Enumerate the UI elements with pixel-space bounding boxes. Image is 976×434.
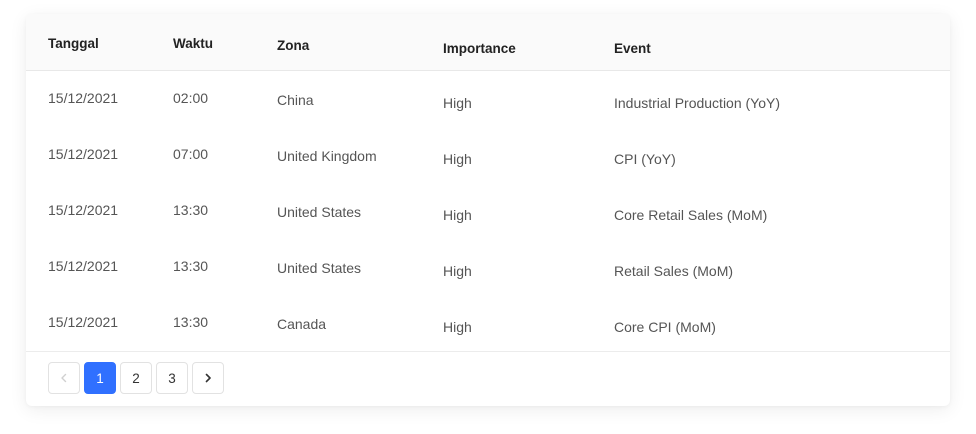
page-button-3[interactable]: 3 [156,362,188,394]
cell-event: Retail Sales (MoM) [614,263,734,279]
column-header-waktu[interactable]: Waktu [173,36,213,51]
cell-time: 07:00 [173,146,209,162]
prev-page-button[interactable] [48,362,80,394]
cell-event: Industrial Production (YoY) [614,95,781,111]
table-row[interactable]: 15/12/2021 13:30 United States High Reta… [26,239,950,296]
cell-importance: High [443,207,472,223]
cell-importance: High [443,151,472,167]
cell-event: CPI (YoY) [614,151,676,167]
cell-zone: China [277,92,314,108]
table-row[interactable]: 15/12/2021 13:30 Canada High Core CPI (M… [26,295,950,352]
cell-date: 15/12/2021 [48,90,119,106]
cell-date: 15/12/2021 [48,258,119,274]
cell-zone: United States [277,204,362,220]
table-row[interactable]: 15/12/2021 13:30 United States High Core… [26,183,950,240]
chevron-left-icon [61,373,67,383]
cell-time: 13:30 [173,314,209,330]
cell-event: Core Retail Sales (MoM) [614,207,768,223]
page-button-1[interactable]: 1 [84,362,116,394]
column-header-importance[interactable]: Importance [443,41,516,56]
next-page-button[interactable] [192,362,224,394]
cell-date: 15/12/2021 [48,202,119,218]
cell-time: 13:30 [173,258,209,274]
cell-event: Core CPI (MoM) [614,319,716,335]
cell-importance: High [443,95,472,111]
cell-zone: Canada [277,316,327,332]
cell-time: 02:00 [173,90,209,106]
page-button-2[interactable]: 2 [120,362,152,394]
table-row[interactable]: 15/12/2021 02:00 China High Industrial P… [26,71,950,128]
cell-time: 13:30 [173,202,209,218]
cell-zone: United Kingdom [277,148,377,164]
column-header-zona[interactable]: Zona [277,38,310,53]
column-header-tanggal[interactable]: Tanggal [48,36,99,51]
cell-zone: United States [277,260,362,276]
cell-date: 15/12/2021 [48,146,119,162]
cell-importance: High [443,263,472,279]
cell-importance: High [443,319,472,335]
table-header: Tanggal Waktu Zona Importance Event [26,14,950,71]
column-header-event[interactable]: Event [614,41,651,56]
table-row[interactable]: 15/12/2021 07:00 United Kingdom High CPI… [26,127,950,184]
cell-date: 15/12/2021 [48,314,119,330]
chevron-right-icon [205,373,211,383]
economic-calendar-table: Tanggal Waktu Zona Importance Event 15/1… [26,14,950,406]
